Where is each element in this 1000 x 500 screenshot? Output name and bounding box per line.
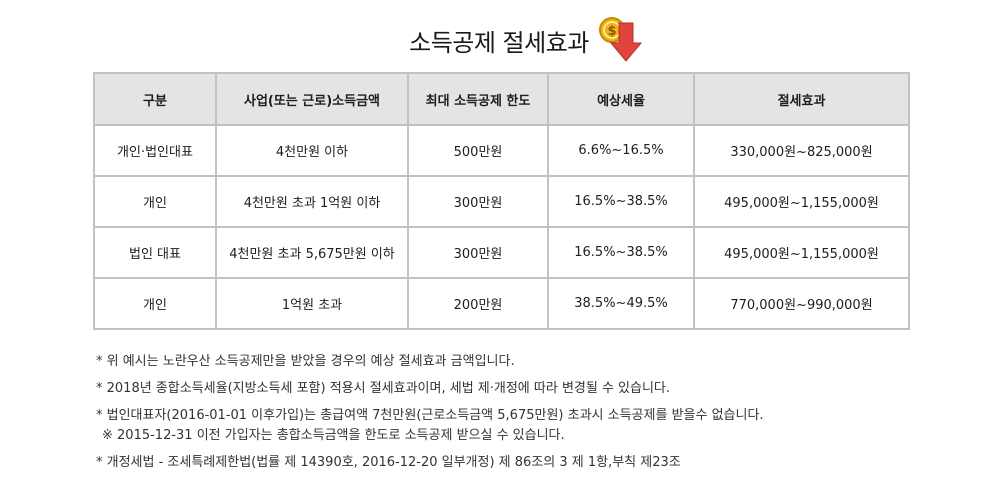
table-row: 법인 대표 4천만원 초과 5,675만원 이하 300만원 16.5%~38.… <box>93 226 910 279</box>
header-tax-rate: 예상세율 <box>547 72 695 126</box>
table-header-row: 구분 사업(또는 근로)소득금액 최대 소득공제 한도 예상세율 절세효과 <box>93 72 910 126</box>
coin-down-arrow-icon: $ <box>598 17 642 62</box>
header-income: 사업(또는 근로)소득금액 <box>215 72 409 126</box>
cell-category: 개인 <box>93 175 217 228</box>
header-max-deduction: 최대 소득공제 한도 <box>407 72 549 126</box>
footnote: * 법인대표자(2016-01-01 이후가입)는 총급여액 7천만원(근로소득… <box>96 408 764 423</box>
title-bar: 소득공제 절세효과 $ <box>0 14 1000 66</box>
header-category: 구분 <box>93 72 217 126</box>
cell-category: 법인 대표 <box>93 226 217 279</box>
cell-tax-savings: 495,000원~1,155,000원 <box>693 226 910 279</box>
cell-tax-savings: 495,000원~1,155,000원 <box>693 175 910 228</box>
cell-max-deduction: 300만원 <box>407 175 549 228</box>
table-row: 개인 1억원 초과 200만원 38.5%~49.5% 770,000원~990… <box>93 277 910 330</box>
cell-max-deduction: 500만원 <box>407 124 549 177</box>
footnote: * 위 예시는 노란우산 소득공제만을 받았을 경우의 예상 절세효과 금액입니… <box>96 354 515 369</box>
cell-tax-rate: 16.5%~38.5% <box>547 226 695 279</box>
cell-income: 4천만원 이하 <box>215 124 409 177</box>
footnote-sub: ※ 2015-12-31 이전 가입자는 총합소득금액을 한도로 소득공제 받으… <box>102 428 565 443</box>
svg-text:$: $ <box>607 24 616 39</box>
table-row: 개인·법인대표 4천만원 이하 500만원 6.6%~16.5% 330,000… <box>93 124 910 177</box>
footnotes: * 위 예시는 노란우산 소득공제만을 받았을 경우의 예상 절세효과 금액입니… <box>96 352 956 473</box>
cell-income: 4천만원 초과 1억원 이하 <box>215 175 409 228</box>
cell-tax-savings: 770,000원~990,000원 <box>693 277 910 330</box>
cell-max-deduction: 200만원 <box>407 277 549 330</box>
header-tax-savings: 절세효과 <box>693 72 910 126</box>
cell-max-deduction: 300만원 <box>407 226 549 279</box>
cell-category: 개인 <box>93 277 217 330</box>
cell-tax-rate: 38.5%~49.5% <box>547 277 695 330</box>
footnote: * 개정세법 - 조세특례제한법(법률 제 14390호, 2016-12-20… <box>96 455 681 470</box>
tax-savings-table: 구분 사업(또는 근로)소득금액 최대 소득공제 한도 예상세율 절세효과 개인… <box>93 72 910 330</box>
footnote: * 2018년 종합소득세율(지방소득세 포함) 적용시 절세효과이며, 세법 … <box>96 381 671 396</box>
cell-tax-rate: 16.5%~38.5% <box>547 175 695 228</box>
table-row: 개인 4천만원 초과 1억원 이하 300만원 16.5%~38.5% 495,… <box>93 175 910 228</box>
cell-income: 1억원 초과 <box>215 277 409 330</box>
cell-income: 4천만원 초과 5,675만원 이하 <box>215 226 409 279</box>
page-title: 소득공제 절세효과 <box>409 28 589 57</box>
cell-tax-savings: 330,000원~825,000원 <box>693 124 910 177</box>
cell-tax-rate: 6.6%~16.5% <box>547 124 695 177</box>
cell-category: 개인·법인대표 <box>93 124 217 177</box>
